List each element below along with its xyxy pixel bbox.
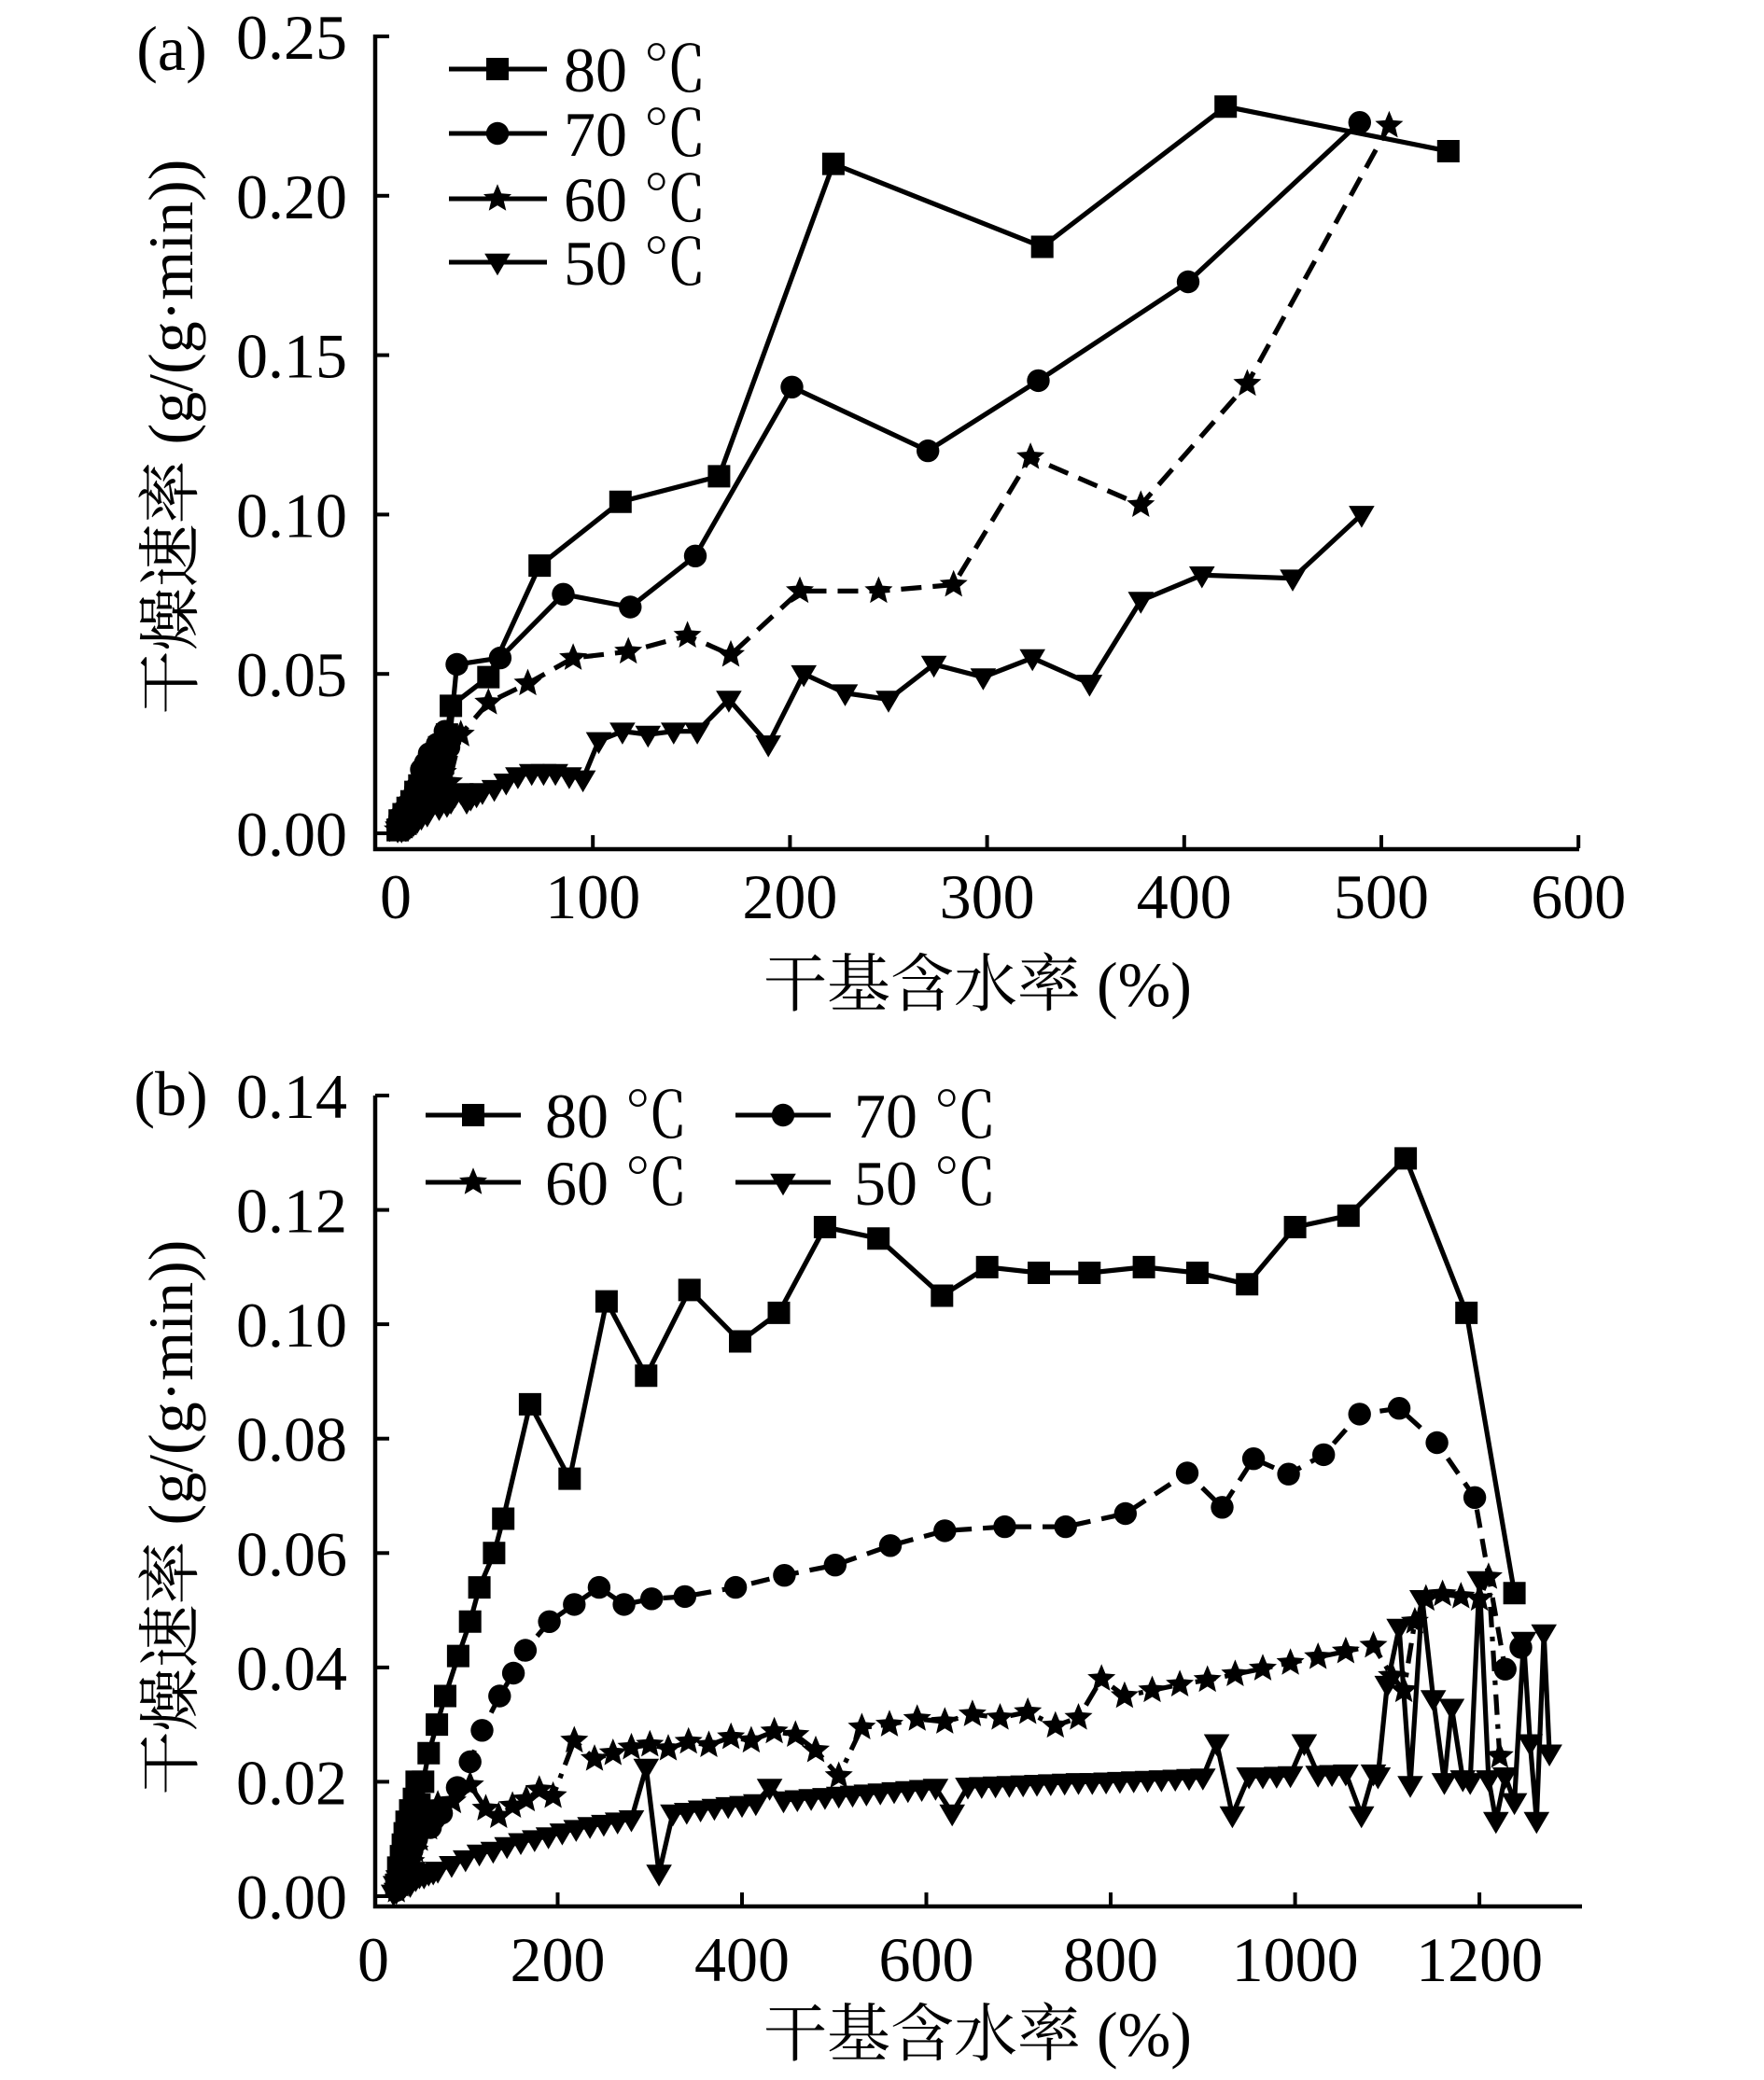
svg-text:600: 600	[879, 1924, 974, 1995]
svg-text:0.14: 0.14	[236, 1061, 347, 1132]
svg-text:0.15: 0.15	[236, 321, 347, 392]
svg-text:(b): (b)	[133, 1058, 207, 1129]
svg-text:0.06: 0.06	[236, 1518, 347, 1589]
svg-text:80: 80	[545, 1081, 609, 1152]
svg-text:200: 200	[511, 1924, 606, 1995]
svg-text:60: 60	[545, 1148, 609, 1219]
svg-text:300: 300	[940, 861, 1035, 932]
svg-text:0.00: 0.00	[236, 799, 347, 870]
svg-text:70: 70	[564, 99, 627, 170]
svg-text:0.25: 0.25	[236, 2, 347, 73]
svg-text:400: 400	[694, 1924, 790, 1995]
svg-text:50: 50	[564, 228, 627, 299]
svg-text:800: 800	[1063, 1924, 1158, 1995]
svg-text:60: 60	[564, 164, 627, 235]
svg-text:100: 100	[545, 861, 640, 932]
svg-text:(%): (%)	[1097, 949, 1192, 1020]
svg-text:0.05: 0.05	[236, 639, 347, 710]
svg-text:0.08: 0.08	[236, 1404, 347, 1475]
svg-text:0.10: 0.10	[236, 1290, 347, 1361]
svg-text:600: 600	[1531, 861, 1626, 932]
svg-text:0.04: 0.04	[236, 1633, 347, 1704]
svg-text:200: 200	[742, 861, 837, 932]
svg-text:(g/(g·min)): (g/(g·min))	[135, 1240, 206, 1526]
svg-text:1200: 1200	[1416, 1924, 1543, 1995]
svg-text:0: 0	[380, 861, 412, 932]
svg-text:0: 0	[357, 1924, 389, 1995]
svg-text:0.12: 0.12	[236, 1176, 347, 1247]
svg-text:70: 70	[854, 1081, 917, 1152]
svg-text:0.00: 0.00	[236, 1862, 347, 1933]
svg-text:1000: 1000	[1232, 1924, 1359, 1995]
svg-text:0.02: 0.02	[236, 1747, 347, 1818]
svg-text:80: 80	[564, 35, 627, 105]
svg-text:(a): (a)	[136, 13, 206, 84]
svg-text:(g/(g·min)): (g/(g·min))	[135, 160, 206, 445]
svg-text:50: 50	[854, 1148, 917, 1219]
svg-text:0.20: 0.20	[236, 161, 347, 232]
svg-text:500: 500	[1334, 861, 1429, 932]
svg-text:400: 400	[1137, 861, 1232, 932]
svg-text:0.10: 0.10	[236, 480, 347, 551]
svg-text:(%): (%)	[1097, 1999, 1192, 2070]
